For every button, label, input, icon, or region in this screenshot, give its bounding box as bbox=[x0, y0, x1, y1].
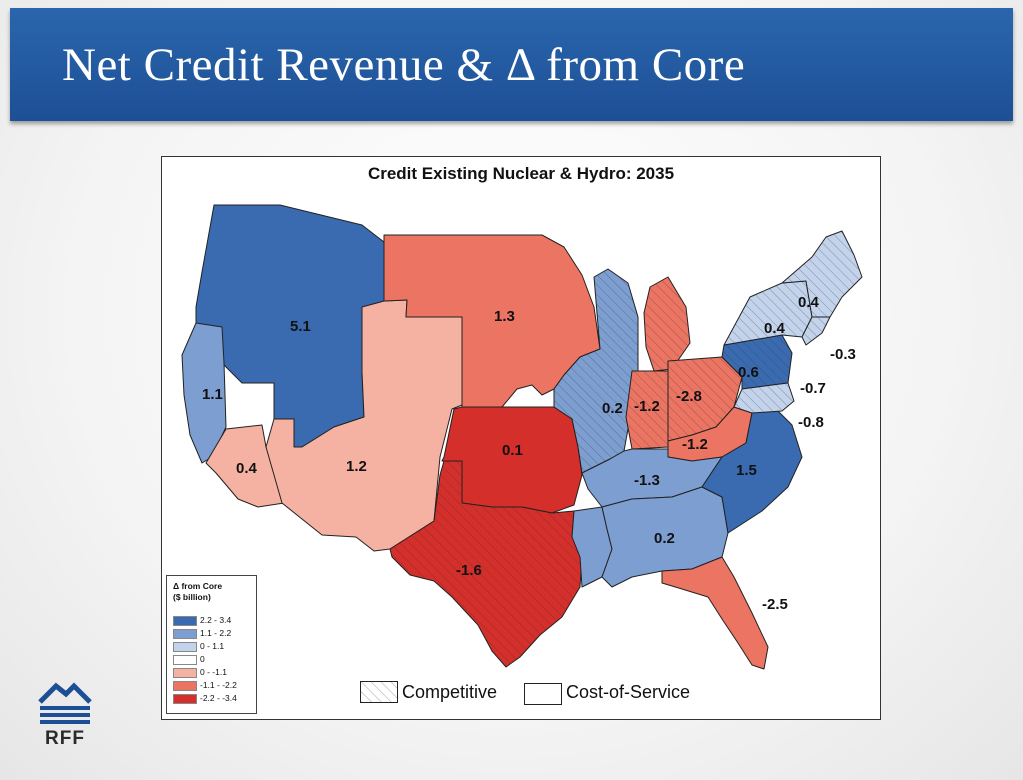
legend-swatch bbox=[173, 668, 197, 678]
slide-title: Net Credit Revenue & Δ from Core bbox=[62, 39, 746, 91]
label-texas: -1.6 bbox=[456, 562, 482, 579]
legend-swatch bbox=[173, 681, 197, 691]
legend-swatch bbox=[173, 642, 197, 652]
legend-swatch bbox=[173, 694, 197, 704]
label-new-york-upstate: 0.4 bbox=[764, 320, 786, 337]
label-california-south: 0.4 bbox=[236, 460, 258, 477]
label-midwest-central: -1.2 bbox=[634, 398, 660, 415]
label-florida: -2.5 bbox=[762, 596, 788, 613]
legend-title: Δ from Core ($ billion) bbox=[173, 581, 222, 603]
label-northern-plains: 1.3 bbox=[494, 308, 515, 325]
label-upper-midwest: 0.2 bbox=[602, 400, 623, 417]
region-michigan bbox=[643, 276, 691, 372]
legend-title-line2: ($ billion) bbox=[173, 592, 211, 602]
title-bar: Net Credit Revenue & Δ from Core bbox=[10, 8, 1013, 121]
hatch-swatch-icon bbox=[360, 681, 398, 703]
label-nyc-area: -0.3 bbox=[830, 346, 856, 363]
label-southwest: 1.2 bbox=[346, 458, 367, 475]
region-california-south bbox=[205, 424, 285, 508]
label-pacific-northwest: 5.1 bbox=[290, 318, 311, 335]
label-chesapeake: -0.8 bbox=[798, 414, 824, 431]
legend-label: -1.1 - -2.2 bbox=[200, 680, 237, 690]
competitive-label: Competitive bbox=[402, 682, 498, 702]
legend-swatch bbox=[173, 629, 197, 639]
color-legend: Δ from Core ($ billion) 2.2 - 3.4 1.1 - … bbox=[166, 575, 257, 714]
blank-swatch-icon bbox=[524, 683, 562, 705]
map-figure: Credit Existing Nuclear & Hydro: 2035 bbox=[161, 156, 881, 720]
legend-swatch bbox=[173, 616, 197, 626]
map-title: Credit Existing Nuclear & Hydro: 2035 bbox=[367, 164, 675, 183]
legend-label: 0 bbox=[200, 654, 205, 664]
legend-label: 1.1 - 2.2 bbox=[200, 628, 232, 638]
label-carolinas: 1.5 bbox=[736, 462, 757, 479]
legend-swatch bbox=[173, 655, 197, 665]
us-region-map: 5.1 1.1 0.4 1.2 1.3 0.1 -1.6 0.2 -1.2 -2… bbox=[181, 204, 863, 670]
legend-label: 0 - -1.1 bbox=[200, 667, 227, 677]
region-southern-plains bbox=[441, 406, 583, 514]
label-southeast: 0.2 bbox=[654, 530, 675, 547]
rff-logo: RFF bbox=[36, 680, 96, 750]
legend-title-line1: Δ from Core bbox=[173, 581, 223, 591]
logo-text: RFF bbox=[45, 728, 85, 749]
label-southern-plains: 0.1 bbox=[502, 442, 523, 459]
region-florida bbox=[661, 556, 769, 670]
label-pjm-pa: 0.6 bbox=[738, 364, 759, 381]
legend-label: -2.2 - -3.4 bbox=[200, 693, 237, 703]
label-tennessee-valley: -1.3 bbox=[634, 472, 660, 489]
label-appalachia: -1.2 bbox=[682, 436, 708, 453]
label-ohio-valley: -2.8 bbox=[676, 388, 702, 405]
mountain-logo-icon bbox=[38, 682, 92, 724]
region-california-north bbox=[181, 322, 227, 464]
cost-of-service-label: Cost-of-Service bbox=[566, 682, 691, 702]
label-california-north: 1.1 bbox=[202, 386, 223, 403]
legend-label: 2.2 - 3.4 bbox=[200, 615, 232, 625]
label-mid-atlantic: -0.7 bbox=[800, 380, 826, 397]
region-carolinas bbox=[701, 406, 803, 534]
legend-label: 0 - 1.1 bbox=[200, 641, 225, 651]
label-new-england: 0.4 bbox=[798, 294, 820, 311]
